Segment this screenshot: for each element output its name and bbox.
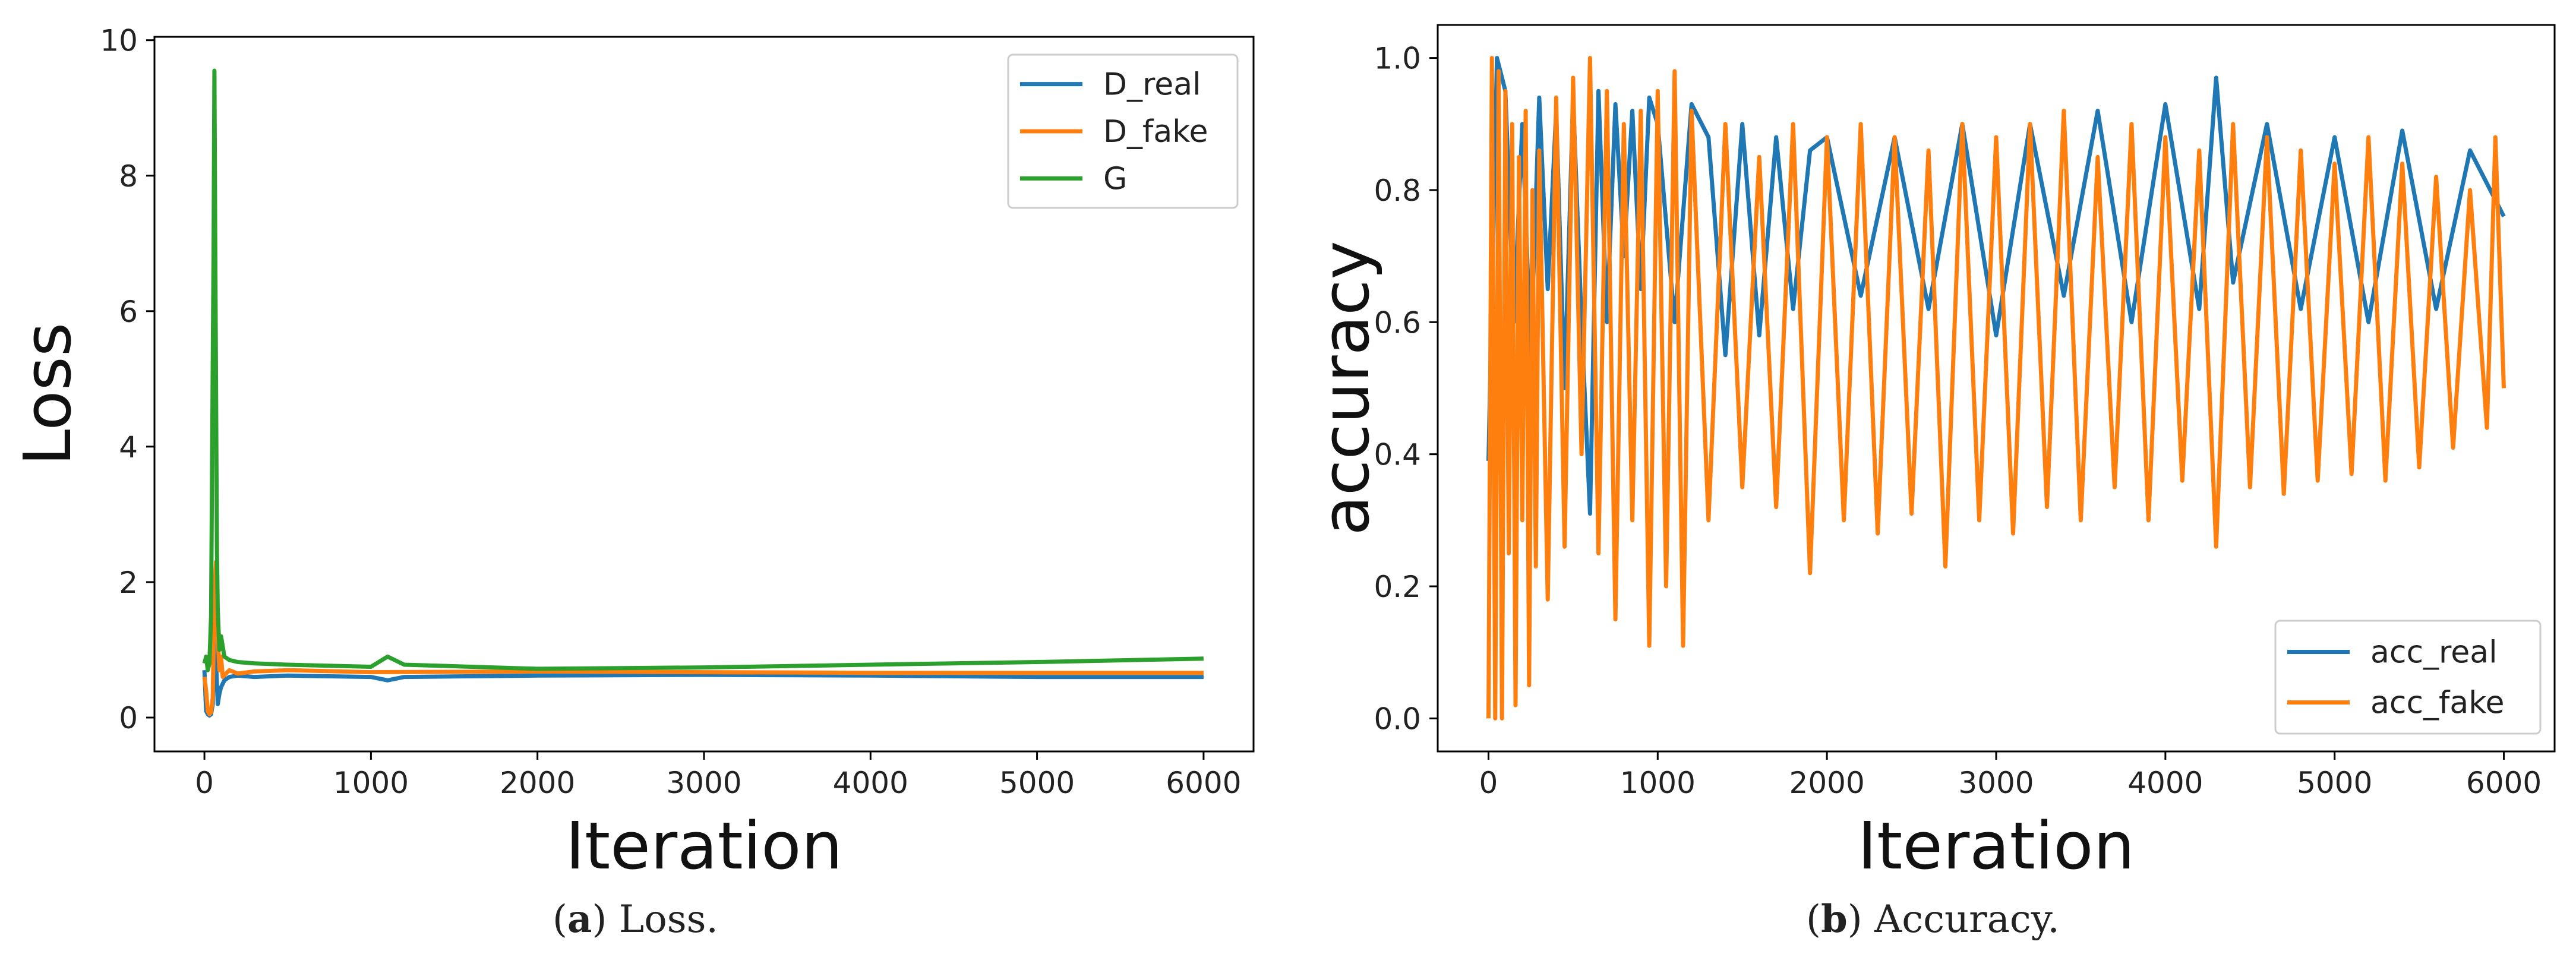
accuracy-xtick-label: 5000 — [2297, 766, 2372, 800]
accuracy-legend-label-acc-fake: acc_fake — [2370, 685, 2504, 721]
loss-legend-box — [1007, 53, 1239, 209]
loss-ytick-label: 4 — [119, 430, 138, 465]
accuracy-xtick-label: 4000 — [2127, 766, 2203, 800]
accuracy-line-acc-fake — [1486, 56, 2506, 721]
accuracy-ytick-label: 0.6 — [1374, 305, 1421, 340]
accuracy-ytick-label: 0.8 — [1374, 173, 1421, 208]
caption-accuracy: (b) Accuracy. — [1806, 897, 2060, 942]
loss-ytick-label: 10 — [100, 24, 138, 58]
loss-y-axis-label: Loss — [10, 323, 86, 466]
accuracy-x-axis-label: Iteration — [1858, 808, 2135, 884]
accuracy-xtick-label: 1000 — [1620, 766, 1696, 800]
accuracy-ytick-label: 0.4 — [1374, 438, 1421, 472]
loss-xtick-label: 1000 — [333, 766, 409, 800]
loss-ytick-label: 0 — [119, 701, 138, 735]
accuracy-ytick-label: 1.0 — [1374, 42, 1421, 76]
loss-legend: D_real D_fake G — [1007, 53, 1239, 209]
loss-ytick-label: 8 — [119, 159, 138, 194]
loss-line-d-fake — [202, 560, 1204, 716]
accuracy-xtick-label: 2000 — [1789, 766, 1865, 800]
accuracy-xtick-label: 3000 — [1958, 766, 2034, 800]
accuracy-legend-box — [2274, 620, 2542, 735]
loss-x-axis-label: Iteration — [566, 808, 843, 884]
loss-xtick-label: 5000 — [999, 766, 1075, 800]
accuracy-ytick-label: 0.2 — [1374, 570, 1421, 604]
caption-loss: (a) Loss. — [553, 897, 718, 942]
accuracy-y-axis-label: accuracy — [1308, 241, 1384, 535]
accuracy-legend: acc_real acc_fake — [2274, 620, 2542, 735]
loss-legend-label-d-real: D_real — [1103, 67, 1201, 103]
loss-chart-panel: 0 1000 2000 3000 4000 5000 6000 0 2 4 6 8 10 Iteratio… — [10, 24, 1255, 884]
loss-legend-label-d-fake: D_fake — [1103, 114, 1208, 150]
loss-ytick-label: 6 — [119, 295, 138, 329]
loss-legend-label-g: G — [1103, 161, 1127, 197]
loss-xtick-label: 6000 — [1166, 766, 1241, 800]
loss-xtick-label: 0 — [195, 766, 214, 800]
accuracy-xtick-label: 0 — [1479, 766, 1498, 800]
accuracy-chart-panel: 0 1000 2000 3000 4000 5000 6000 0.0 0.2 0.4 0.6 0.8… — [1308, 24, 2556, 884]
accuracy-series-group — [1486, 56, 2506, 721]
loss-ytick-label: 2 — [119, 566, 138, 600]
loss-xtick-label: 4000 — [833, 766, 908, 800]
accuracy-xtick-label: 6000 — [2466, 766, 2542, 800]
loss-xtick-label: 3000 — [666, 766, 741, 800]
accuracy-legend-label-acc-real: acc_real — [2370, 635, 2498, 671]
loss-line-d-real — [202, 634, 1204, 718]
loss-line-g — [202, 68, 1204, 672]
accuracy-ytick-label: 0.0 — [1374, 702, 1421, 736]
loss-xtick-label: 2000 — [500, 766, 575, 800]
loss-series-group — [202, 68, 1204, 718]
